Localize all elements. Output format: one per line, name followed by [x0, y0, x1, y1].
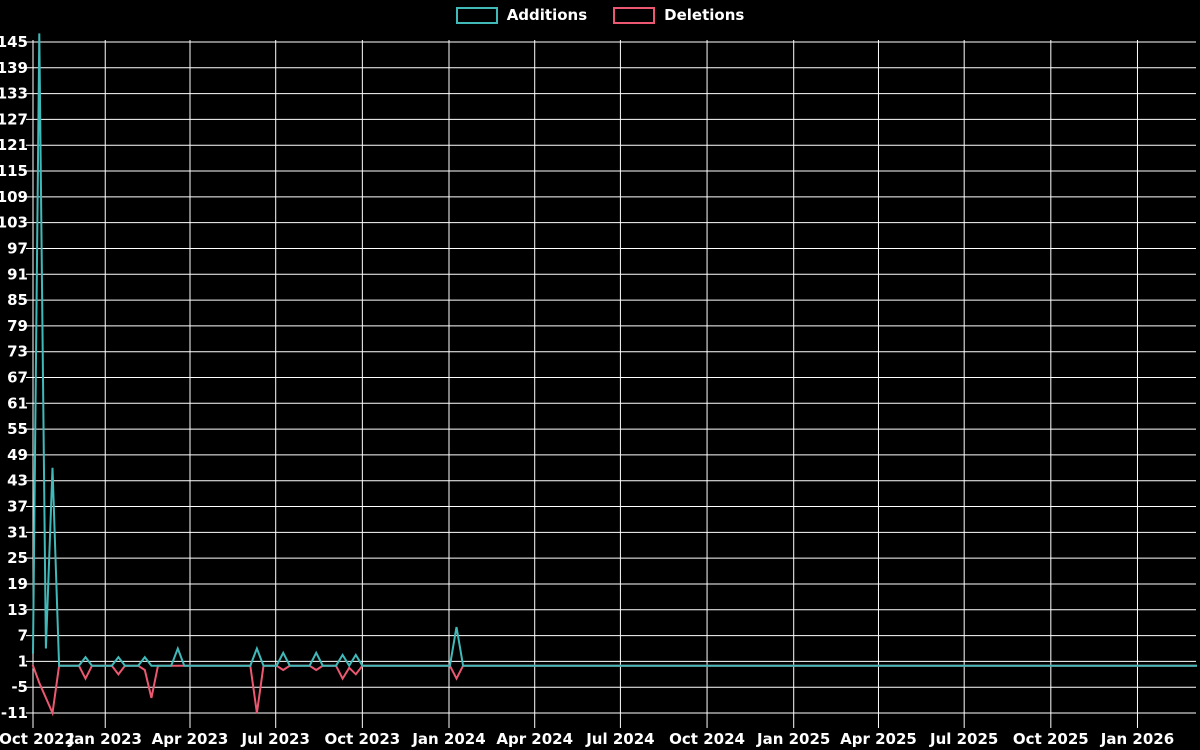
y-tick-label: 43	[7, 472, 28, 490]
x-tick-label: Jul 2023	[241, 730, 310, 748]
x-tick-label: Oct 2025	[1013, 730, 1089, 748]
y-tick-label: 49	[7, 446, 28, 464]
x-tick-label: Jul 2025	[929, 730, 998, 748]
y-tick-label: 85	[7, 291, 28, 309]
deletions-line	[31, 664, 1197, 717]
y-tick-label: 37	[7, 498, 28, 516]
y-tick-label: 127	[0, 110, 28, 128]
y-tick-label: 115	[0, 162, 28, 180]
y-tick-label: 121	[0, 136, 28, 154]
y-tick-label: -5	[11, 678, 28, 696]
y-tick-label: 73	[7, 343, 28, 361]
x-tick-label: Jan 2026	[1100, 730, 1174, 748]
legend: Additions Deletions	[0, 7, 1200, 24]
y-tick-label: 61	[7, 394, 28, 412]
x-tick-label: Oct 2024	[669, 730, 745, 748]
y-tick-label: 103	[0, 214, 28, 232]
x-tick-label: Jan 2025	[756, 730, 830, 748]
x-tick-label: Apr 2025	[840, 730, 917, 748]
legend-label-additions: Additions	[506, 6, 588, 24]
x-tick-label: Oct 2022	[0, 730, 75, 748]
y-tick-label: 19	[7, 575, 28, 593]
x-tick-label: Oct 2023	[324, 730, 400, 748]
deletions-swatch	[613, 7, 656, 24]
y-tick-label: 109	[0, 188, 28, 206]
x-tick-label: Jan 2023	[68, 730, 142, 748]
x-tick-label: Jul 2024	[585, 730, 654, 748]
y-tick-label: 67	[7, 369, 28, 387]
y-tick-label: 55	[7, 420, 28, 438]
y-tick-label: 145	[0, 33, 28, 51]
y-tick-label: 79	[7, 317, 28, 335]
y-tick-label: 139	[0, 59, 28, 77]
y-tick-label: 31	[7, 523, 28, 541]
x-tick-label: Apr 2023	[152, 730, 229, 748]
legend-item-deletions: Deletions	[613, 7, 744, 24]
additions-line	[31, 33, 1197, 668]
y-tick-label: 25	[7, 549, 28, 567]
y-tick-label: 1	[18, 652, 28, 670]
x-tick-label: Jan 2024	[411, 730, 485, 748]
y-tick-label: 133	[0, 85, 28, 103]
y-tick-label: 13	[7, 601, 28, 619]
y-tick-label: 97	[7, 239, 28, 257]
additions-swatch	[455, 7, 498, 24]
legend-label-deletions: Deletions	[664, 6, 745, 24]
x-tick-label: Apr 2024	[496, 730, 573, 748]
y-tick-label: 91	[7, 265, 28, 283]
y-tick-label: 7	[18, 627, 28, 645]
legend-item-additions: Additions	[455, 6, 588, 24]
y-tick-label: -11	[1, 704, 28, 722]
